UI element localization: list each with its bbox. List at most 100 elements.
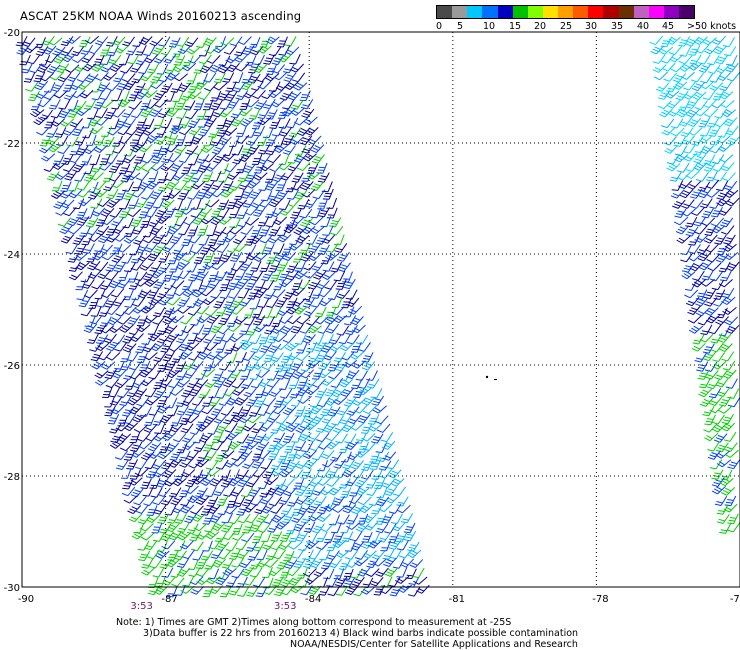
wind-barb: [172, 46, 184, 58]
wind-barb: [226, 496, 238, 508]
wind-barb: [46, 64, 61, 74]
wind-barb: [355, 550, 368, 560]
wind-barb: [347, 414, 362, 425]
wind-barb: [159, 414, 174, 424]
wind-barb: [297, 567, 308, 579]
wind-barb: [193, 441, 207, 452]
wind-barb: [693, 154, 707, 164]
wind-barb: [211, 432, 223, 444]
wind-barb: [258, 378, 272, 388]
wind-barb: [709, 72, 723, 83]
wind-barb: [260, 495, 274, 505]
wind-barb: [252, 352, 267, 362]
wind-barb: [350, 316, 364, 326]
wind-barb: [283, 487, 297, 497]
lat-tick-label: -22: [4, 139, 20, 150]
wind-barb: [370, 387, 383, 399]
wind-barb: [138, 550, 151, 562]
wind-barb: [275, 297, 288, 308]
wind-barb: [724, 189, 739, 199]
wind-barb: [327, 406, 341, 417]
wind-barb: [139, 360, 151, 372]
wind-barb: [144, 540, 158, 551]
wind-barb: [111, 216, 125, 227]
wind-barb: [312, 369, 324, 380]
wind-barb: [321, 271, 336, 281]
wind-barb: [332, 505, 347, 513]
wind-barb: [142, 127, 157, 136]
wind-barb: [328, 558, 342, 569]
wind-barbs: [15, 35, 740, 598]
wind-barb: [704, 243, 719, 253]
wind-barb: [208, 396, 222, 407]
wind-barb: [296, 161, 311, 172]
wind-barb: [127, 208, 142, 218]
wind-barb: [692, 91, 707, 101]
wind-barb: [711, 225, 726, 234]
wind-barb: [162, 271, 174, 282]
wind-barb: [175, 325, 187, 337]
wind-barb: [240, 368, 251, 380]
wind-barb: [140, 99, 152, 111]
colorbar-label: >50 knots: [687, 21, 737, 32]
wind-barb: [204, 378, 219, 388]
wind-barb: [282, 432, 295, 444]
wind-barb: [142, 342, 157, 353]
wind-barb: [671, 180, 684, 191]
wind-barb: [167, 306, 182, 315]
wind-barb: [324, 386, 338, 397]
wind-barb: [694, 234, 709, 243]
wind-barb: [696, 361, 709, 372]
wind-barb: [708, 324, 722, 335]
wind-barb: [725, 125, 739, 136]
wind-barb: [87, 269, 102, 279]
wind-barb: [689, 262, 704, 272]
wind-barb: [102, 136, 115, 148]
wind-barb: [137, 289, 152, 299]
wind-barb: [282, 334, 297, 344]
wind-barb: [706, 189, 721, 198]
wind-barb: [709, 143, 724, 154]
wind-barb: [693, 36, 708, 45]
wind-barb: [685, 161, 699, 172]
wind-barb: [230, 305, 245, 315]
wind-barb: [257, 297, 270, 308]
wind-barb: [196, 73, 208, 85]
wind-barb: [702, 37, 717, 46]
wind-barb: [272, 333, 288, 343]
wind-barb: [354, 478, 369, 488]
wind-barb: [71, 89, 86, 99]
wind-barb: [185, 405, 198, 417]
wind-barb: [109, 208, 123, 218]
wind-barb: [681, 135, 695, 145]
wind-barb: [210, 323, 224, 334]
wind-barb: [151, 522, 163, 534]
wind-barb: [702, 90, 716, 101]
wind-barb: [320, 450, 335, 460]
wind-barb: [84, 316, 96, 327]
wind-barb: [254, 100, 268, 110]
wind-barb: [68, 261, 81, 272]
wind-barb: [291, 172, 304, 183]
wind-barb: [191, 513, 206, 522]
wind-barb: [138, 36, 153, 46]
wind-barb: [657, 100, 672, 110]
wind-barb: [269, 307, 282, 319]
wind-barb: [132, 305, 147, 314]
wind-barb: [111, 98, 123, 110]
wind-barb: [282, 289, 296, 300]
wind-barb: [128, 513, 143, 523]
wind-barb: [271, 514, 286, 523]
colorbar-label: 15: [509, 21, 522, 32]
wind-barb: [197, 224, 209, 236]
wind-barb: [255, 369, 271, 378]
wind-barb: [245, 55, 257, 66]
wind-barb: [84, 35, 100, 44]
wind-barb: [220, 406, 235, 416]
wind-barb: [701, 208, 714, 219]
wind-barb: [135, 459, 148, 470]
wind-barb: [105, 378, 119, 389]
wind-barb: [252, 307, 264, 318]
wind-barb: [262, 397, 277, 407]
wind-barb: [368, 495, 382, 506]
